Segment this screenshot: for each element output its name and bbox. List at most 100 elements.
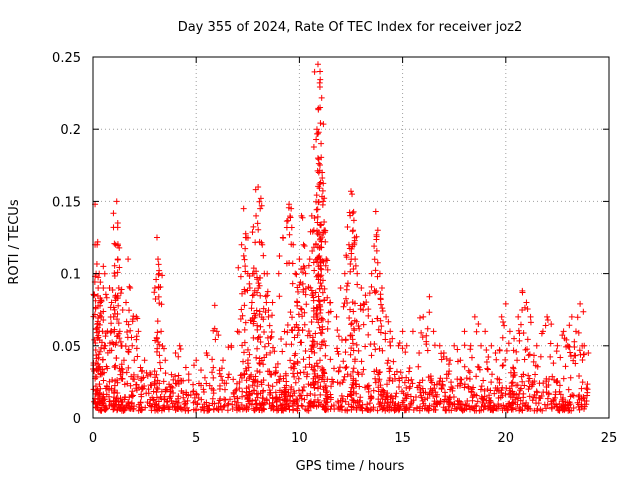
data-point: [286, 231, 293, 238]
data-point: [561, 335, 568, 342]
data-point: [291, 373, 298, 380]
data-point: [289, 326, 296, 333]
data-point: [396, 377, 403, 384]
data-point: [317, 265, 324, 272]
data-point: [175, 399, 182, 406]
data-point: [356, 325, 363, 332]
data-point: [266, 322, 273, 329]
data-point: [454, 346, 461, 353]
data-point: [562, 363, 569, 370]
data-point: [138, 368, 145, 375]
data-point: [175, 353, 182, 360]
data-point: [284, 321, 291, 328]
data-point: [124, 329, 131, 336]
data-point: [256, 369, 263, 376]
y-tick-label: 0.25: [52, 51, 81, 66]
data-point: [347, 388, 354, 395]
data-point: [180, 389, 187, 396]
data-point: [299, 403, 306, 410]
data-point: [399, 328, 406, 335]
data-point: [309, 290, 316, 297]
data-point: [263, 299, 270, 306]
data-point: [114, 316, 121, 323]
data-point: [276, 253, 283, 260]
data-point: [241, 326, 248, 333]
data-point: [516, 337, 523, 344]
data-point: [216, 367, 223, 374]
data-point: [567, 349, 574, 356]
data-point: [191, 394, 198, 401]
data-point: [446, 368, 453, 375]
data-point: [150, 388, 157, 395]
data-point: [572, 352, 579, 359]
data-point: [198, 396, 205, 403]
data-point: [298, 306, 305, 313]
data-point: [443, 355, 450, 362]
data-point: [243, 234, 250, 241]
data-point: [239, 342, 246, 349]
data-point: [360, 321, 367, 328]
data-point: [129, 316, 136, 323]
data-point: [340, 303, 347, 310]
data-point: [203, 380, 210, 387]
data-point: [548, 405, 555, 412]
data-point: [516, 404, 523, 411]
data-point: [478, 403, 485, 410]
data-point: [114, 389, 121, 396]
data-point: [434, 391, 441, 398]
data-point: [360, 366, 367, 373]
data-point: [260, 361, 267, 368]
data-point: [484, 366, 491, 373]
data-point: [148, 382, 155, 389]
data-point: [212, 336, 219, 343]
data-point: [96, 389, 103, 396]
data-point: [170, 390, 177, 397]
data-point: [319, 201, 326, 208]
data-point: [457, 380, 464, 387]
data-point: [381, 400, 388, 407]
data-point: [342, 349, 349, 356]
data-point: [308, 348, 315, 355]
data-point: [427, 385, 434, 392]
data-point: [445, 371, 452, 378]
data-point: [301, 321, 308, 328]
data-point: [97, 295, 104, 302]
data-point: [127, 285, 134, 292]
data-point: [115, 302, 122, 309]
data-point: [500, 362, 507, 369]
data-point: [304, 371, 311, 378]
data-point: [482, 328, 489, 335]
data-point: [361, 301, 368, 308]
data-point: [283, 398, 290, 405]
data-point: [265, 313, 272, 320]
data-point: [173, 399, 180, 406]
data-point: [557, 354, 564, 361]
data-point: [250, 334, 257, 341]
data-point: [265, 307, 272, 314]
data-point: [264, 292, 271, 299]
data-point: [378, 285, 385, 292]
data-point: [233, 402, 240, 409]
data-point: [493, 356, 500, 363]
data-point: [190, 381, 197, 388]
data-point: [143, 369, 150, 376]
data-point: [466, 369, 473, 376]
data-point: [267, 349, 274, 356]
data-point: [318, 266, 325, 273]
data-point: [341, 300, 348, 307]
data-point: [349, 299, 356, 306]
data-point: [239, 388, 246, 395]
data-point: [236, 404, 243, 411]
data-point: [115, 320, 122, 327]
data-point: [117, 405, 124, 412]
data-point: [405, 377, 412, 384]
data-point: [238, 306, 245, 313]
data-point: [494, 375, 501, 382]
data-point: [315, 156, 322, 163]
data-point: [544, 313, 551, 320]
data-point: [422, 389, 429, 396]
data-point: [302, 270, 309, 277]
data-point: [254, 368, 261, 375]
data-point: [153, 389, 160, 396]
data-point: [300, 289, 307, 296]
